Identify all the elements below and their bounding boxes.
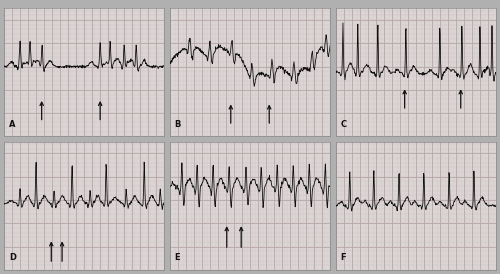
Text: B: B — [174, 120, 181, 129]
Text: A: A — [9, 120, 16, 129]
Text: C: C — [340, 120, 346, 129]
Text: E: E — [174, 253, 180, 262]
Text: F: F — [340, 253, 346, 262]
Text: D: D — [9, 253, 16, 262]
